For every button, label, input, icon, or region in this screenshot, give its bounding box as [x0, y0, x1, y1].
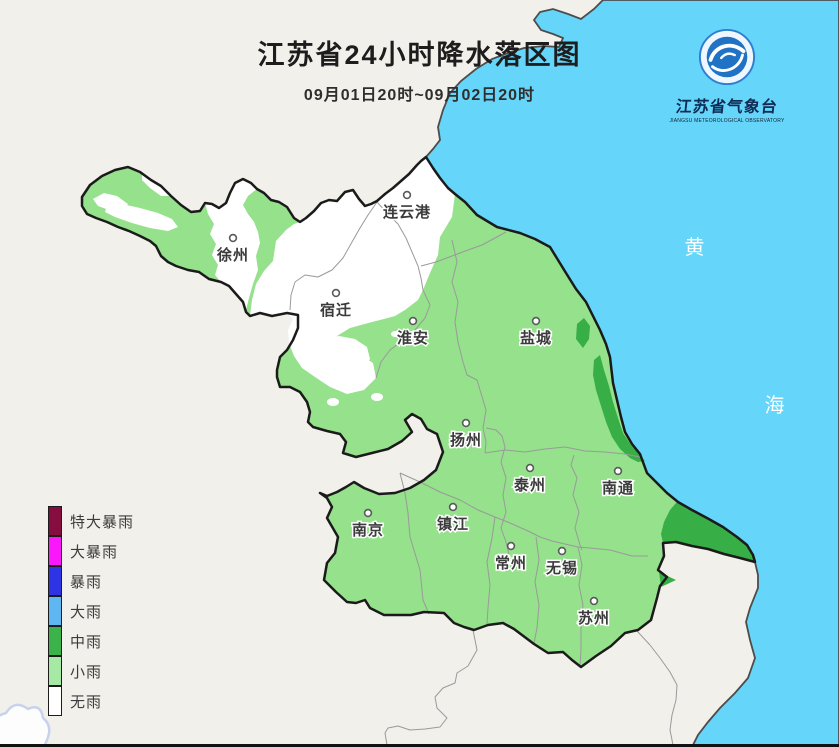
city-label: 连云港 — [383, 203, 431, 221]
legend-label: 小雨 — [70, 663, 103, 681]
city-marker — [613, 466, 623, 476]
moderate-rain-patch-yancheng-2 — [593, 355, 645, 462]
no-rain-region-north — [250, 157, 455, 394]
sea-labels: 黄海 — [685, 236, 786, 417]
moderate-rain-regions — [576, 318, 755, 587]
no-rain-regions — [93, 157, 455, 406]
sea-name-char: 黄 — [685, 236, 706, 259]
no-rain-patch-small-1 — [327, 398, 339, 406]
legend-swatch — [48, 535, 62, 566]
sea-name-char: 海 — [765, 394, 786, 417]
moderate-rain-patch-yancheng-1 — [576, 318, 590, 348]
city-label: 泰州 — [513, 476, 546, 494]
city-marker — [363, 508, 373, 518]
city-marker — [228, 233, 238, 243]
legend-swatch — [48, 625, 62, 656]
no-rain-patch-small-3 — [391, 331, 399, 337]
legend-swatch — [48, 685, 62, 716]
district-boundary-lines — [289, 201, 678, 746]
no-rain-patch-small-2 — [371, 393, 383, 401]
legend-label: 中雨 — [70, 633, 103, 651]
legend-label: 特大暴雨 — [70, 513, 135, 531]
legend-row: 无雨 — [48, 685, 134, 716]
meteorological-emblem-icon — [698, 28, 756, 86]
city-marker — [331, 288, 341, 298]
no-rain-region-xuzhou — [205, 179, 260, 316]
city-label: 徐州 — [216, 246, 249, 264]
precipitation-legend: 特大暴雨大暴雨暴雨大雨中雨小雨无雨 — [48, 506, 134, 716]
legend-swatch — [48, 655, 62, 686]
city-marker — [461, 418, 471, 428]
agency-name-en: JIANGSU METEOROLOGICAL OBSERVATORY — [669, 118, 785, 124]
province-border-line — [80, 155, 757, 669]
city-marker — [531, 316, 541, 326]
legend-row: 小雨 — [48, 655, 134, 686]
city-label: 淮安 — [397, 329, 429, 347]
legend-row: 大雨 — [48, 595, 134, 626]
city-marker — [506, 541, 516, 551]
legend-swatch — [48, 565, 62, 596]
legend-label: 大暴雨 — [70, 543, 119, 561]
no-rain-patch-arm-2 — [105, 204, 178, 231]
city-label: 盐城 — [520, 329, 552, 347]
city-marker — [448, 502, 458, 512]
city-marker — [408, 316, 418, 326]
city-marker — [525, 463, 535, 473]
moderate-rain-patch-qidong — [661, 502, 755, 562]
city-label: 苏州 — [578, 609, 610, 627]
city-marker — [402, 190, 412, 200]
city-label: 扬州 — [450, 431, 482, 449]
city-label: 宿迁 — [320, 301, 352, 319]
agency-name-cn: 江苏省气象台 — [674, 99, 779, 116]
legend-label: 无雨 — [70, 693, 103, 711]
legend-row: 大暴雨 — [48, 535, 134, 566]
legend-row: 中雨 — [48, 625, 134, 656]
cloud-decoration-icon — [0, 703, 51, 747]
legend-label: 大雨 — [70, 603, 103, 621]
agency-logo: 江苏省气象台 JIANGSU METEOROLOGICAL OBSERVATOR… — [668, 28, 786, 124]
city-marker — [557, 546, 567, 556]
city-marker — [589, 596, 599, 606]
legend-swatch — [48, 506, 62, 536]
city-label: 镇江 — [437, 515, 469, 533]
city-label: 常州 — [495, 554, 527, 572]
city-label: 无锡 — [545, 559, 578, 577]
no-rain-patch-hongze — [317, 336, 370, 374]
legend-swatch — [48, 595, 62, 626]
legend-row: 特大暴雨 — [48, 506, 134, 536]
legend-label: 暴雨 — [70, 573, 103, 591]
city-label: 南京 — [352, 521, 384, 539]
bottom-frame-line — [0, 744, 839, 747]
legend-row: 暴雨 — [48, 565, 134, 596]
city-label: 南通 — [602, 479, 634, 497]
